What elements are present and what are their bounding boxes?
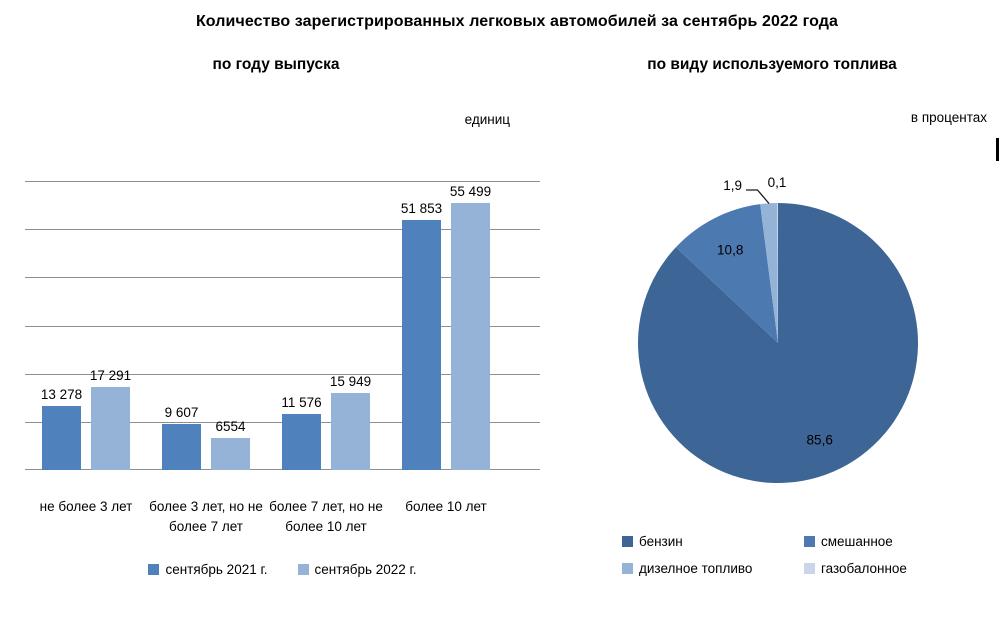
legend-label: бензин bbox=[639, 534, 683, 549]
bar bbox=[402, 220, 441, 470]
legend-label: сентябрь 2021 г. bbox=[165, 562, 268, 577]
bar bbox=[42, 406, 81, 470]
bar bbox=[282, 414, 321, 470]
pie-slice bbox=[675, 204, 778, 343]
leader-line bbox=[746, 189, 770, 204]
gridline bbox=[25, 229, 540, 230]
category-label: более 3 лет, но не более 7 лет bbox=[149, 499, 263, 534]
bar-value-label: 9 607 bbox=[164, 405, 199, 420]
bar-value-label: 17 291 bbox=[89, 368, 132, 383]
gridline bbox=[25, 277, 540, 278]
gridline bbox=[25, 326, 540, 327]
bar bbox=[211, 438, 250, 470]
bar-chart-subtitle: по году выпуска bbox=[212, 56, 340, 73]
bar bbox=[451, 203, 490, 470]
bar-value-label: 13 278 bbox=[40, 387, 83, 402]
gridline bbox=[25, 181, 540, 182]
legend-item: бензин bbox=[622, 534, 804, 549]
pie-slice bbox=[760, 203, 778, 343]
pie-value-label: 10,8 bbox=[717, 243, 743, 258]
legend-label: дизелное топливо bbox=[639, 561, 753, 576]
bar bbox=[91, 387, 130, 470]
legend-item: сентябрь 2022 г. bbox=[297, 562, 417, 577]
bar-value-label: 11 576 bbox=[281, 395, 322, 410]
legend-label: сентябрь 2022 г. bbox=[314, 562, 417, 577]
bar bbox=[162, 424, 201, 470]
fuel-pie-chart: 85,6 10,8 1,9 0,1 bbox=[638, 175, 919, 483]
legend-marker-icon bbox=[297, 564, 309, 575]
pie-chart-subtitle: по виду используемого топлива bbox=[647, 56, 897, 73]
legend-marker-icon bbox=[148, 564, 160, 575]
pie-value-label: 85,6 bbox=[807, 432, 833, 447]
bar-value-label: 55 499 bbox=[449, 184, 492, 199]
cursor-artifact-mark bbox=[996, 138, 999, 161]
pie-legend: бензин смешанное дизелное топливо газобалон… bbox=[622, 534, 986, 576]
legend-marker-icon bbox=[622, 563, 633, 574]
legend-label: газобалонное bbox=[821, 561, 907, 576]
gridline bbox=[25, 374, 540, 375]
bar-legend: сентябрь 2021 г. сентябрь 2022 г. bbox=[25, 562, 540, 577]
legend-item: дизелное топливо bbox=[622, 561, 804, 576]
legend-marker-icon bbox=[622, 536, 633, 547]
legend-marker-icon bbox=[804, 563, 815, 574]
bar-chart-unit-label: единиц bbox=[464, 112, 510, 127]
bar-category-axis: не более 3 лет более 3 лет, но не более 7… bbox=[25, 497, 540, 541]
pie-slice bbox=[638, 203, 919, 483]
bar-value-label: 51 853 bbox=[400, 201, 443, 216]
legend-item: газобалонное bbox=[804, 561, 986, 576]
bar bbox=[331, 393, 370, 470]
bar-plot-area: 13 278 9 607 11 576 51 853 17 291 6554 15 949 5… bbox=[25, 181, 540, 470]
legend-item: смешанное bbox=[804, 534, 986, 549]
category-label: более 10 лет bbox=[405, 499, 487, 514]
legend-item: сентябрь 2021 г. bbox=[148, 562, 268, 577]
pie-value-label: 0,1 bbox=[768, 175, 787, 190]
legend-label: смешанное bbox=[821, 534, 893, 549]
pie-slice bbox=[777, 202, 778, 343]
pie-value-label: 1,9 bbox=[723, 178, 742, 193]
bar-value-label: 15 949 bbox=[329, 374, 372, 389]
pie-chart-unit-label: в процентах bbox=[910, 110, 987, 125]
bar-value-label: 6554 bbox=[215, 419, 246, 434]
category-label: не более 3 лет bbox=[39, 499, 133, 514]
legend-marker-icon bbox=[804, 536, 815, 547]
chart-title: Количество зарегистрированных легковых а… bbox=[195, 13, 839, 30]
category-label: более 7 лет, но не более 10 лет bbox=[269, 499, 383, 534]
